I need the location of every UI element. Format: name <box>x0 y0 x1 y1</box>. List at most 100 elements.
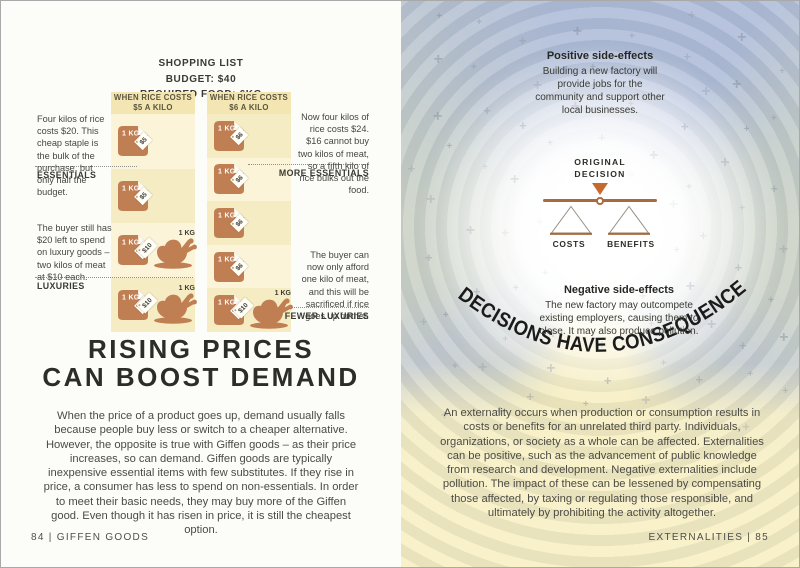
positive-side-effects-block: Positive side-effects Building a new fac… <box>401 50 799 117</box>
meat-weight-label: 1 KG <box>178 230 195 238</box>
page-title-line2: CAN BOOST DEMAND <box>42 362 360 393</box>
luxuries-dotted-line <box>35 277 193 278</box>
meat-weight-label: 1 KG <box>274 290 291 298</box>
left-page: SHOPPING LIST BUDGET: $40 REQUIRED FOOD:… <box>1 1 401 567</box>
plus-icon: + <box>739 337 747 353</box>
shopping-list: SHOPPING LIST BUDGET: $40 REQUIRED FOOD:… <box>1 56 401 103</box>
meat-shape <box>154 238 197 269</box>
negative-heading: Negative side-effects <box>563 284 675 296</box>
meat-shape <box>154 293 197 324</box>
rice-bag-icon: 1 KG$6 <box>211 160 253 198</box>
svg-text:1 KG: 1 KG <box>218 169 236 176</box>
rice-bag-icon: 1 KG$5 <box>115 231 157 269</box>
goods-row: 1 KG $6 <box>207 201 291 245</box>
positive-heading: Positive side-effects <box>546 50 654 62</box>
goods-row: 1 KG $5 <box>111 168 195 223</box>
shopping-list-required: REQUIRED FOOD: 6KG <box>140 89 262 100</box>
column-header: WHEN RICE COSTS $6 A KILO <box>207 92 291 114</box>
more-essentials-dotted-line <box>248 164 368 165</box>
goods-row: 1 KG$51 KG$10 <box>111 223 198 278</box>
plus-icon: + <box>660 357 667 369</box>
page-title-line1: RISING PRICES <box>87 334 315 364</box>
plus-icon: + <box>518 32 527 48</box>
negative-text: The new factory may outcompete existing … <box>539 300 699 337</box>
meat-icon: 1 KG $10 <box>136 230 198 270</box>
negative-side-effects-block: Negative side-effects The new factory ma… <box>519 284 719 338</box>
label-essentials: ESSENTIALS <box>37 170 97 180</box>
plus-icon: + <box>446 141 453 153</box>
label-fewer-luxuries: FEWER LUXURIES <box>284 311 369 321</box>
balance-beam <box>543 196 657 205</box>
svg-text:1 KG: 1 KG <box>218 256 236 263</box>
plus-icon: + <box>542 268 549 280</box>
down-arrow-icon <box>592 183 608 196</box>
plus-icon: + <box>598 130 606 146</box>
plus-icon: + <box>687 7 696 22</box>
plus-icon: + <box>425 250 433 266</box>
original-decision-label: ORIGINAL DECISION <box>574 157 626 179</box>
rice-bag-icon: 1 KG$6 <box>211 248 253 286</box>
shopping-list-budget: BUDGET: $40 <box>165 73 237 85</box>
balance-pans <box>550 205 650 236</box>
plus-icon: + <box>747 369 754 381</box>
svg-text:1 KG: 1 KG <box>122 294 140 301</box>
column-rows: 1 KG$51 KG$51 KG$51 KG$101 KG$51 KG$10 <box>111 114 198 332</box>
right-page-footer: EXTERNALITIES | 85 <box>648 532 769 543</box>
plus-icon: + <box>442 310 449 322</box>
goods-row: 1 KG$61 KG$10 <box>207 288 293 332</box>
plus-icon: + <box>603 373 612 389</box>
rice-column-5-dollar: WHEN RICE COSTS $5 A KILO 1 KG $5 1 KG $5 1 KG… <box>111 92 198 332</box>
plus-icon: + <box>547 137 553 149</box>
plus-icon: + <box>546 359 556 377</box>
pan-labels: COSTS BENEFITS <box>543 239 657 249</box>
svg-text:1 KG: 1 KG <box>218 300 236 307</box>
goods-row: 1 KG $6 <box>207 244 291 289</box>
plus-icon: + <box>680 118 689 134</box>
label-luxuries: LUXURIES <box>37 281 85 291</box>
pivot-icon <box>596 196 604 205</box>
annotation-essentials: Four kilos of rice costs $20. This cheap… <box>37 114 105 198</box>
positive-text: Building a new factory will provide jobs… <box>535 66 665 116</box>
plus-icon: + <box>502 333 509 345</box>
plus-icon: + <box>436 10 443 22</box>
left-page-footer: 84 | GIFFEN GOODS <box>31 532 150 543</box>
shopping-list-title: SHOPPING LIST <box>158 58 244 69</box>
rice-bag-icon: 1 KG$5 <box>115 177 157 215</box>
plus-icon: + <box>519 118 527 134</box>
column-header: WHEN RICE COSTS $5 A KILO <box>111 92 195 114</box>
meat-icon: 1 KG $10 <box>136 284 198 325</box>
plus-icon: + <box>419 314 428 330</box>
plus-icon: + <box>737 29 747 47</box>
benefits-label: BENEFITS <box>607 239 655 250</box>
right-page: + + + + + + + + + + + + + + + + + + + + + + + + + + + + + + + + + + + + + + + +… <box>401 1 799 567</box>
goods-row: 1 KG $6 <box>207 114 291 158</box>
plus-icon: + <box>734 259 743 275</box>
meat-weight-label: 1 KG <box>178 284 195 292</box>
goods-row: 1 KG$51 KG$10 <box>111 277 198 332</box>
plus-icon: + <box>572 23 583 41</box>
plus-icon: + <box>779 329 789 347</box>
plus-icon: + <box>477 359 488 377</box>
rice-bag-icon: 1 KG$5 <box>115 122 157 160</box>
page-title: RISING PRICES CAN BOOST DEMAND <box>1 335 401 391</box>
svg-text:1 KG: 1 KG <box>122 240 140 247</box>
plus-icon: + <box>695 372 703 388</box>
label-more-essentials: MORE ESSENTIALS <box>278 168 369 178</box>
plus-icon: + <box>452 361 458 373</box>
plus-icon: + <box>476 16 483 28</box>
svg-text:1 KG: 1 KG <box>122 131 140 138</box>
rice-column-6-dollar: WHEN RICE COSTS $6 A KILO 1 KG $6 1 KG $6 1 KG… <box>207 92 293 332</box>
plus-icon: + <box>472 284 481 300</box>
annotation-fewer-luxuries: The buyer can now only afford one kilo o… <box>301 250 369 322</box>
goods-row: 1 KG $5 <box>111 114 195 169</box>
plus-icon: + <box>629 30 635 42</box>
plus-icon: + <box>512 283 519 295</box>
plus-icon: + <box>526 389 534 405</box>
meat-shape <box>250 298 293 329</box>
svg-text:1 KG: 1 KG <box>122 185 140 192</box>
decision-scale: ORIGINAL DECISION COSTS BENEFITS <box>401 157 799 249</box>
plus-icon: + <box>782 386 789 398</box>
annotation-luxuries: The buyer still has $20 left to spend on… <box>37 223 112 282</box>
giffen-body-text: When the price of a product goes up, dem… <box>43 410 359 536</box>
